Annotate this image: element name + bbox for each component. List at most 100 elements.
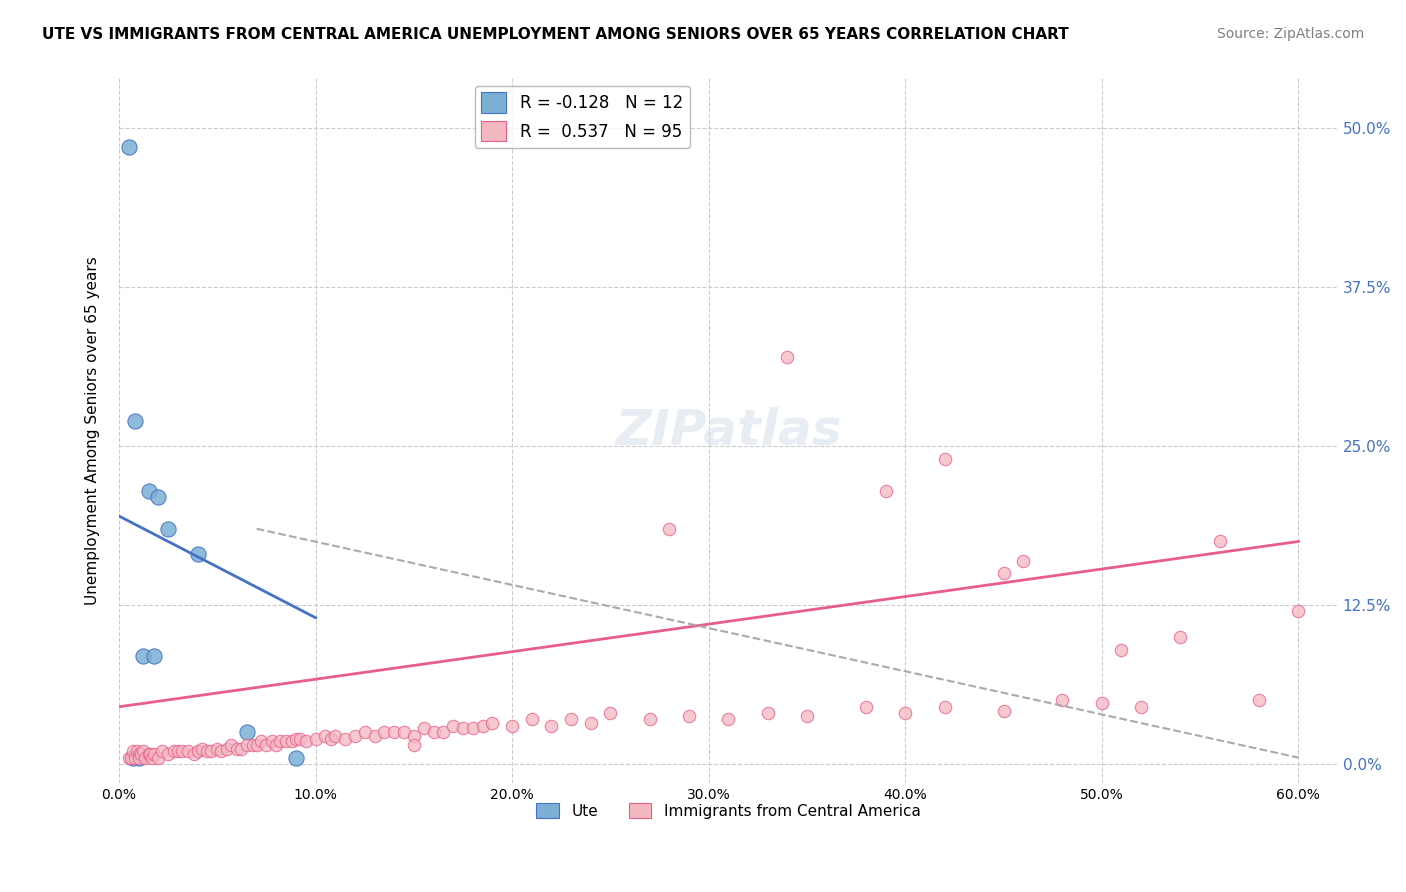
Point [343,729,366,743]
Point [150,744,173,758]
Point [236,738,259,752]
Point [314,729,336,743]
Point [128,747,150,761]
Point [1286,604,1309,618]
Point [323,729,346,743]
Point [284,731,307,746]
Point [167,744,190,758]
Point [141,750,163,764]
Point [776,350,799,364]
Point [143,747,166,761]
Point [219,738,242,752]
Point [304,731,326,746]
Point [118,140,141,154]
Point [934,699,956,714]
Point [1111,642,1133,657]
Point [121,744,143,758]
Point [481,716,503,731]
Text: ZIPatlas: ZIPatlas [614,406,842,454]
Point [363,729,385,743]
Point [717,713,740,727]
Point [157,747,180,761]
Point [143,648,166,663]
Point [139,747,162,761]
Point [412,722,434,736]
Point [262,734,284,748]
Point [229,741,252,756]
Point [246,738,269,752]
Point [501,719,523,733]
Y-axis label: Unemployment Among Seniors over 65 years: Unemployment Among Seniors over 65 years [86,256,100,605]
Point [993,566,1015,581]
Point [678,708,700,723]
Point [121,750,143,764]
Point [638,713,661,727]
Point [599,706,621,720]
Point [402,729,425,743]
Point [125,744,148,758]
Point [148,750,170,764]
Point [281,734,304,748]
Point [1012,553,1035,567]
Point [373,725,395,739]
Point [875,483,897,498]
Point [658,522,681,536]
Point [1130,699,1153,714]
Point [187,744,209,758]
Point [461,722,484,736]
Point [118,750,141,764]
Point [148,490,170,504]
Point [131,744,153,758]
Point [321,731,343,746]
Point [138,483,160,498]
Point [170,744,193,758]
Point [288,731,311,746]
Point [274,734,297,748]
Point [471,719,494,733]
Point [124,750,146,764]
Point [855,699,877,714]
Point [242,738,264,752]
Point [120,750,142,764]
Point [187,547,209,561]
Point [520,713,543,727]
Point [894,706,917,720]
Point [441,719,464,733]
Point [134,750,156,764]
Point [579,716,602,731]
Point [402,738,425,752]
Point [1091,696,1114,710]
Point [124,414,146,428]
Point [236,725,259,739]
Point [756,706,779,720]
Point [540,719,562,733]
Point [207,741,229,756]
Point [138,747,160,761]
Legend: Ute, Immigrants from Central America: Ute, Immigrants from Central America [530,797,927,825]
Point [1247,693,1270,707]
Point [993,704,1015,718]
Point [177,744,200,758]
Point [333,731,356,746]
Point [382,725,405,739]
Point [128,750,150,764]
Point [200,744,222,758]
Point [131,648,153,663]
Point [190,741,212,756]
Point [269,734,291,748]
Point [353,725,375,739]
Point [796,708,818,723]
Text: UTE VS IMMIGRANTS FROM CENTRAL AMERICA UNEMPLOYMENT AMONG SENIORS OVER 65 YEARS : UTE VS IMMIGRANTS FROM CENTRAL AMERICA U… [42,27,1069,42]
Point [256,738,278,752]
Point [217,741,239,756]
Point [157,522,180,536]
Point [422,725,444,739]
Point [934,451,956,466]
Point [266,738,288,752]
Point [1209,534,1232,549]
Point [163,744,186,758]
Point [451,722,474,736]
Text: Source: ZipAtlas.com: Source: ZipAtlas.com [1216,27,1364,41]
Point [183,747,205,761]
Point [197,744,219,758]
